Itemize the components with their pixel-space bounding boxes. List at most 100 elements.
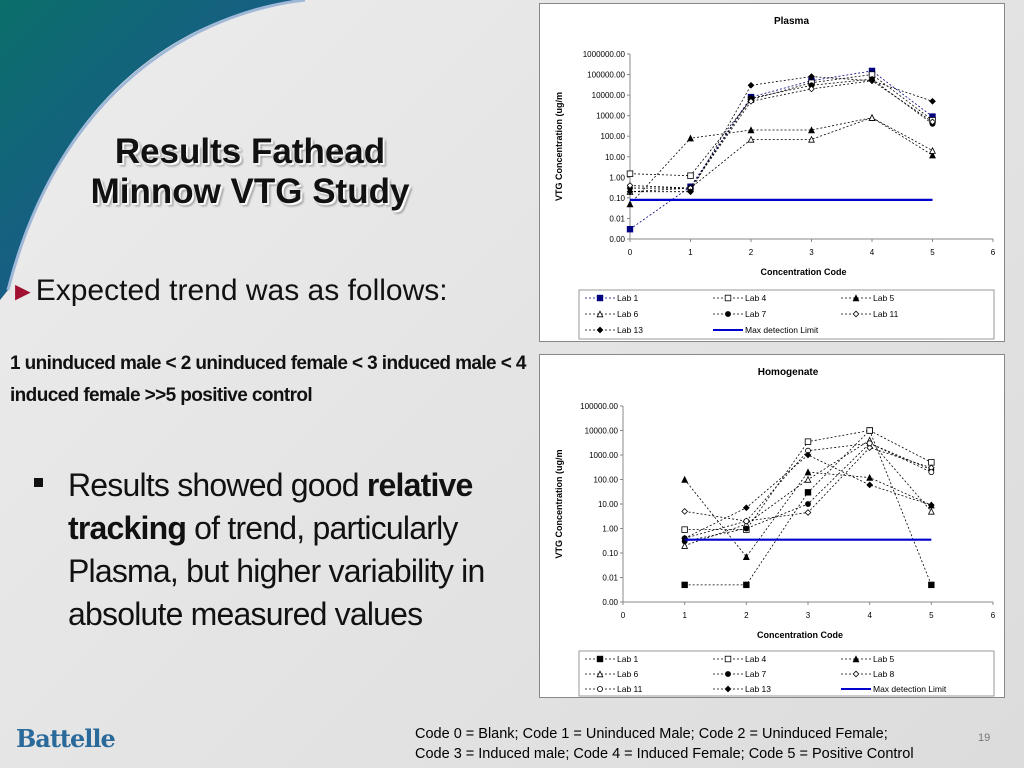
marker [687, 188, 694, 196]
marker [808, 135, 815, 143]
legend-label: Lab 7 [745, 309, 767, 319]
marker [804, 438, 812, 445]
legend-label: Lab 8 [873, 669, 895, 679]
legend-item: Lab 5 [841, 293, 895, 303]
footer-line: Code 3 = Induced male; Code 4 = Induced … [415, 746, 914, 762]
y-tick-label: 0.01 [609, 214, 625, 223]
x-tick-label: 6 [991, 611, 996, 620]
legend-label: Lab 1 [617, 654, 639, 664]
series-line [629, 117, 933, 205]
series-line [629, 117, 933, 193]
marker [687, 134, 694, 142]
y-tick-label: 100.00 [594, 476, 619, 485]
y-tick-label: 100000.00 [580, 402, 618, 411]
legend-item: Lab 11 [841, 309, 899, 319]
y-tick-label: 1000.00 [596, 112, 625, 121]
marker [852, 294, 860, 302]
title-line: Results Fathead [114, 132, 386, 171]
series-line [630, 76, 933, 193]
legend-item: Lab 4 [713, 293, 767, 303]
marker [928, 459, 935, 466]
marker [596, 326, 604, 334]
bullet-arrow: ► [10, 276, 36, 306]
y-tick-label: 10.00 [598, 500, 619, 509]
series-line [629, 70, 933, 230]
legend-label: Max detection Limit [745, 325, 819, 335]
legend-box [578, 650, 995, 697]
legend-item: Lab 1 [585, 654, 639, 664]
marker [868, 113, 876, 121]
y-tick-label: 0.01 [602, 574, 618, 583]
x-tick-label: 0 [628, 248, 633, 257]
y-tick-label: 1.00 [602, 525, 618, 534]
marker [804, 468, 812, 476]
marker [596, 670, 604, 678]
marker [866, 481, 874, 489]
legend-label: Lab 5 [873, 654, 895, 664]
marker [742, 504, 750, 512]
legend-label: Lab 1 [617, 293, 639, 303]
legend-item: Lab 6 [585, 669, 639, 679]
marker [743, 518, 750, 525]
y-tick-label: 10000.00 [585, 427, 619, 436]
marker [724, 655, 732, 663]
legend-label: Lab 4 [745, 293, 767, 303]
legend-item: Lab 13 [713, 684, 771, 694]
series-line [684, 471, 932, 558]
y-tick-label: 0.00 [602, 598, 618, 607]
bullet-dot [34, 478, 43, 487]
legend-label: Lab 4 [745, 654, 767, 664]
series-line [629, 74, 933, 177]
y-axis-label: VTG Concentration (ug/m [554, 92, 564, 201]
marker [852, 670, 860, 678]
marker [804, 451, 812, 459]
marker [805, 501, 811, 507]
legend-label: Lab 6 [617, 309, 639, 319]
marker [724, 685, 732, 693]
footer-line: Code 0 = Blank; Code 1 = Uninduced Male;… [415, 726, 888, 742]
marker [681, 526, 688, 533]
legend-item: Lab 13 [585, 325, 643, 335]
marker [929, 118, 936, 126]
x-tick-label: 1 [682, 611, 687, 620]
chart: Plasma Concentration Code VTG Concentratio… [539, 3, 1005, 342]
legend-label: Lab 13 [617, 325, 643, 335]
marker [747, 81, 755, 89]
series-line [684, 454, 932, 539]
series-line [630, 78, 933, 189]
y-tick-label: 100000.00 [587, 71, 625, 80]
legend-box [578, 289, 995, 340]
marker [681, 581, 688, 589]
legend-item: Max detection Limit [841, 684, 947, 694]
bullet-text: Expected trend was as follows: [35, 274, 448, 307]
chart: Homogenate Concentration Code VTG Concentr… [539, 354, 1005, 698]
y-tick-label: 1000.00 [589, 451, 618, 460]
page-number: 19 [978, 732, 991, 744]
text-run: of trend, particularly Plasma, but highe… [68, 510, 485, 632]
legend-label: Lab 13 [745, 684, 771, 694]
legend-item: Lab 8 [841, 669, 895, 679]
marker [681, 508, 689, 515]
marker [626, 225, 634, 233]
y-tick-label: 10000.00 [592, 91, 626, 100]
marker [866, 440, 873, 447]
marker [681, 475, 689, 483]
marker [866, 444, 874, 451]
marker [852, 310, 860, 318]
x-tick-label: 4 [867, 611, 872, 620]
legend-label: Lab 11 [873, 309, 899, 319]
marker [626, 188, 634, 196]
trend-text: 1 uninduced male < 2 uninduced female < … [10, 353, 526, 406]
marker [928, 581, 935, 589]
text-run: Results showed good [68, 467, 367, 503]
x-tick-label: 1 [688, 248, 693, 257]
marker [725, 671, 731, 677]
logo: Battelle [16, 724, 116, 753]
legend-item: Lab 11 [585, 684, 643, 694]
marker [626, 200, 634, 208]
marker [681, 541, 689, 549]
marker [929, 97, 936, 105]
marker [927, 501, 935, 509]
y-axis-label: VTG Concentration (ug/m [554, 450, 564, 559]
marker [724, 294, 732, 302]
